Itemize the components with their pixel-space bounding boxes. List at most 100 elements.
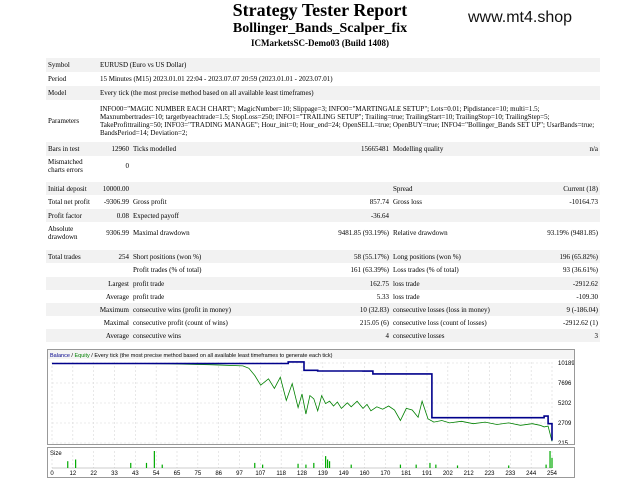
chart-caption-bar — [48, 350, 574, 359]
size-bar — [549, 451, 551, 468]
size-bar — [297, 463, 299, 468]
reldd-value: 93.19% (9481.85) — [547, 229, 599, 237]
netprofit-value: -9306.99 — [103, 198, 129, 206]
mcp-label: consecutive profit (count of wins) — [133, 318, 228, 327]
size-bars — [67, 451, 553, 468]
x-tick-label: 160 — [359, 471, 370, 477]
average-label: Average — [105, 292, 129, 301]
balance-chart: Balance / Equity / Every tick (the most … — [47, 349, 575, 445]
al-label: loss trade — [393, 292, 420, 301]
pf-label: Profit factor — [46, 209, 98, 222]
x-axis-ticks: 0 12 22 33 43 54 65 75 86 97 107 118 128 139 149 160 170… — [50, 471, 557, 477]
period-label: Period — [48, 75, 67, 83]
size-bar — [75, 459, 77, 468]
x-tick-label: 65 — [174, 471, 181, 477]
size-bar — [435, 464, 437, 468]
x-tick-label: 223 — [484, 471, 495, 477]
spread-value: Current (18) — [524, 182, 601, 195]
size-bar — [254, 462, 256, 468]
x-tick-label: 0 — [50, 471, 54, 477]
model-row: Model Every tick (the most precise metho… — [46, 86, 601, 100]
x-tick-label: 212 — [464, 471, 475, 477]
lt-label: Loss trades (% of total) — [393, 266, 459, 274]
x-tick-label: 86 — [215, 471, 222, 477]
expert-name: Bollinger_Bands_Scalper_fix — [232, 21, 408, 36]
x-tick-label: 202 — [443, 471, 454, 477]
size-bar — [262, 464, 264, 468]
model-value: Every tick (the most precise method base… — [98, 86, 601, 100]
symbol-row: Symbol EURUSD (Euro vs US Dollar) — [46, 58, 601, 72]
y-tick-label: 5202 — [558, 401, 572, 407]
maximum-row: Maximum consecutive wins (profit in mone… — [46, 303, 601, 316]
mismatch-value: 0 — [125, 162, 130, 170]
y-axis-ticks: 10189 7696 5202 2709 215 — [558, 361, 574, 444]
x-tick-label: 22 — [90, 471, 97, 477]
reldd-label: Relative drawdown — [393, 229, 448, 237]
ticks-value: 15665481 — [261, 142, 391, 156]
size-chart-svg: Size 0 12 22 33 43 54 65 75 86 97 107 118 128 139 149 1… — [50, 451, 558, 477]
size-label: Size — [50, 451, 62, 457]
spread-label: Spread — [391, 182, 524, 195]
average2-row: Average consecutive wins 4 consecutive l… — [46, 329, 601, 342]
size-bar — [456, 465, 459, 468]
long-value: 196 (65.82%) — [524, 250, 601, 263]
x-tick-label: 118 — [276, 471, 286, 477]
mclo-label: consecutive loss (count of losses) — [393, 318, 487, 327]
size-bar — [350, 464, 352, 468]
x-tick-label: 12 — [69, 471, 76, 477]
x-tick-label: 244 — [526, 471, 537, 477]
grossloss-label: Gross loss — [393, 198, 422, 206]
size-bar — [545, 464, 547, 468]
x-tick-label: 149 — [339, 471, 350, 477]
x-tick-label: 97 — [236, 471, 243, 477]
size-bar — [130, 462, 132, 468]
average2-label: Average — [46, 329, 131, 342]
x-tick-label: 254 — [547, 471, 558, 477]
acw-label: consecutive wins — [131, 329, 261, 342]
balance-line — [52, 361, 553, 441]
mcl-label: consecutive losses (loss in money) — [391, 303, 524, 316]
ll-value: -2912.62 — [524, 277, 601, 290]
lt-value: 93 (36.61%) — [563, 266, 599, 274]
x-tick-label: 107 — [255, 471, 266, 477]
watermark-site: www.mt4.shop — [468, 9, 573, 26]
size-bar — [508, 465, 510, 468]
average-row: Average profit trade 5.33 loss trade -10… — [46, 290, 600, 303]
grossloss-value: -10164.73 — [569, 198, 599, 206]
size-bar — [153, 451, 155, 468]
short-label: Short positions (won %) — [131, 250, 261, 263]
largest-row: Largest profit trade 162.75 loss trade -… — [46, 277, 601, 290]
ll-label: loss trade — [391, 277, 524, 290]
parameters-row: Parameters INFO00="MAGIC NUMBER EACH CHA… — [46, 100, 600, 142]
al-value: -109.30 — [576, 292, 599, 301]
size-bar — [305, 464, 307, 468]
bars-value: 12960 — [98, 142, 131, 156]
absdd-value: 9306.99 — [106, 229, 129, 237]
size-bar — [328, 461, 331, 468]
acl-value: 3 — [524, 329, 601, 342]
equity-line — [52, 363, 553, 442]
size-bar — [145, 462, 148, 468]
pf-row: Profit factor 0.08 Expected payoff -36.6… — [46, 209, 601, 222]
mclo-value: -2912.62 (1) — [563, 318, 599, 327]
x-tick-label: 54 — [153, 471, 160, 477]
grossprofit-value: 857.74 — [369, 198, 389, 206]
symbol-label: Symbol — [46, 58, 98, 72]
quality-value: n/a — [524, 142, 601, 156]
lp-label: profit trade — [131, 277, 261, 290]
y-tick-label: 7696 — [558, 381, 572, 387]
absdd-label: Absolute drawdown — [48, 225, 78, 241]
netprofit-row: Total net profit -9306.99 Gross profit 8… — [46, 195, 600, 209]
report-title: Strategy Tester Report — [232, 0, 408, 20]
size-bar — [399, 464, 402, 468]
ticks-label: Ticks modelled — [131, 142, 261, 156]
trades-label: Total trades — [46, 250, 98, 263]
mcw-value: 10 (32.83) — [261, 303, 391, 316]
grossprofit-label: Gross profit — [133, 198, 167, 206]
x-tick-label: 181 — [401, 471, 412, 477]
acw-value: 4 — [261, 329, 391, 342]
balance-chart-svg: Balance / Equity / Every tick (the most … — [48, 350, 574, 444]
period-row: Period 15 Minutes (M15) 2023.01.01 22:04… — [46, 72, 600, 86]
symbol-value: EURUSD (Euro vs US Dollar) — [98, 58, 601, 72]
acl-label: consecutive losses — [391, 329, 524, 342]
